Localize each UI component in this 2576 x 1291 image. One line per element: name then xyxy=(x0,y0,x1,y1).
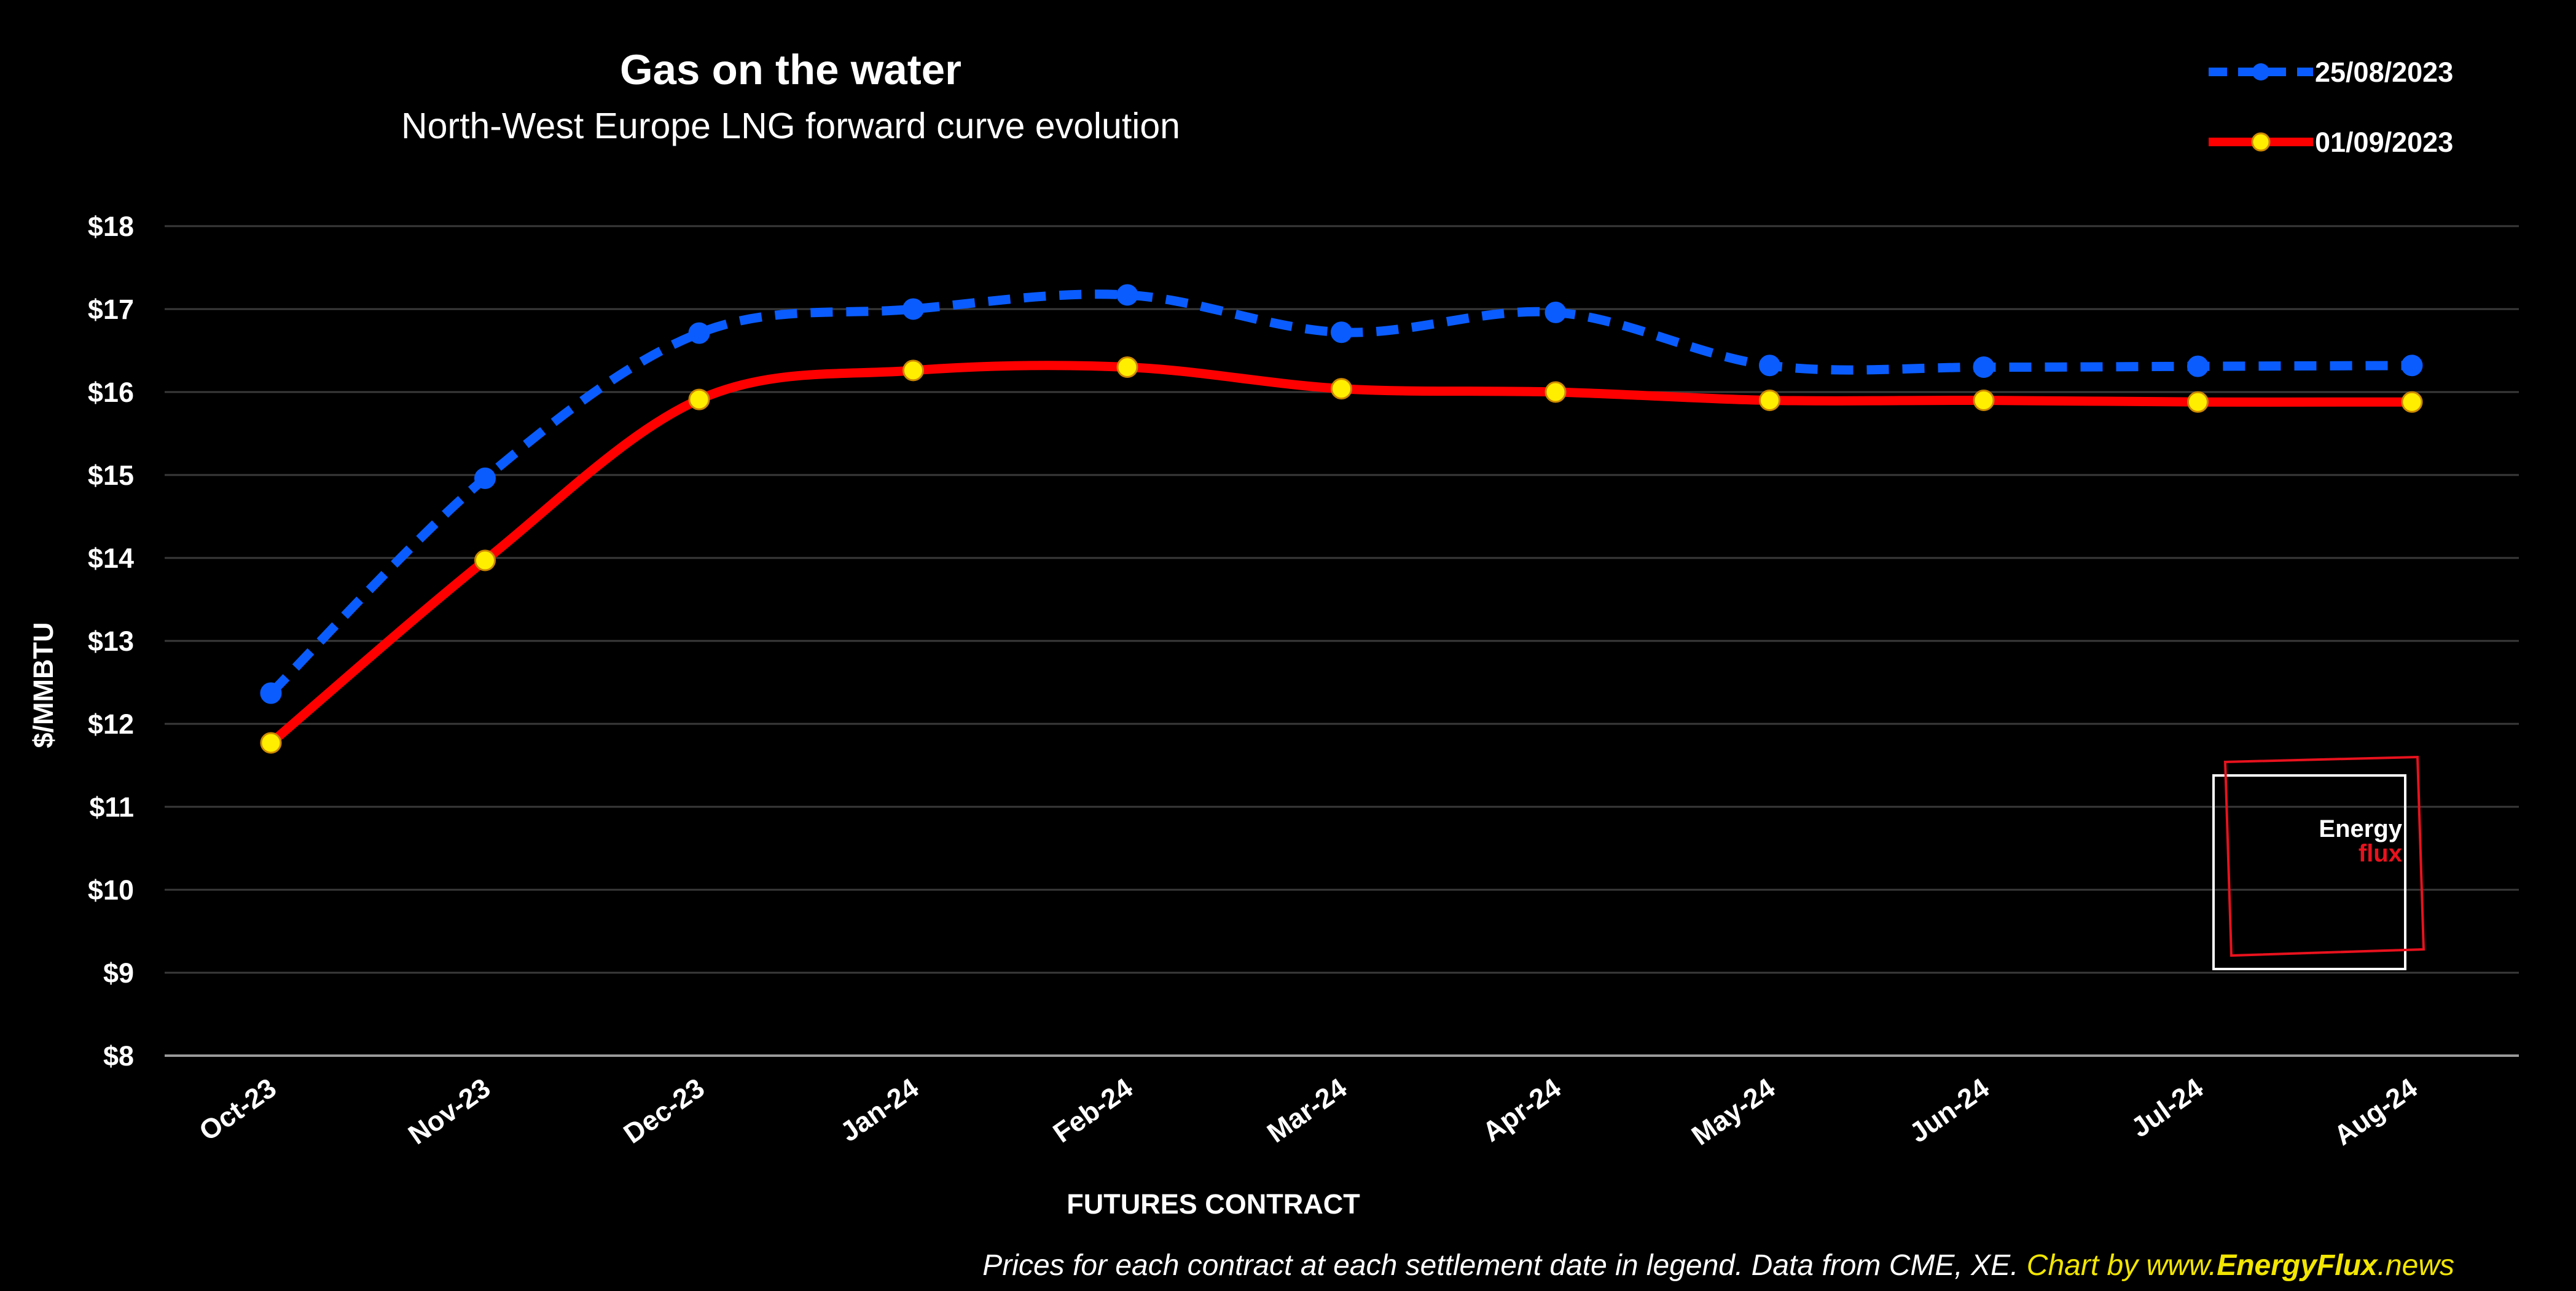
series-line-1 xyxy=(267,289,2413,697)
series-1-point-Oct-23 xyxy=(260,682,282,704)
legend-marker-series-1 xyxy=(2252,63,2269,80)
x-axis-title: FUTURES CONTRACT xyxy=(1067,1188,1360,1220)
series-2-point-Jun-24 xyxy=(1973,390,1995,411)
series-2-point-Jan-24 xyxy=(902,359,924,382)
logo-frame-white xyxy=(2212,774,2406,970)
y-tick-label: $17 xyxy=(88,294,134,325)
series-2-point-May-24 xyxy=(1759,390,1780,411)
chart-subtitle: North-West Europe LNG forward curve evol… xyxy=(401,106,1180,146)
logo-text-flux: flux xyxy=(2359,840,2402,867)
series-2-point-Dec-23 xyxy=(688,388,710,410)
series-2-point-Jul-24 xyxy=(2187,391,2209,413)
legend-label-series-2: 01/09/2023 xyxy=(2315,127,2453,158)
series-1-point-Apr-24 xyxy=(1544,301,1567,323)
y-tick-label: $10 xyxy=(88,874,134,906)
series-2-point-Aug-24 xyxy=(2401,391,2423,413)
series-1-point-Nov-23 xyxy=(474,467,496,489)
series-1-point-Aug-24 xyxy=(2401,355,2423,377)
y-axis-ticks: $8 $9 $10 $11 $12 $13 $14 $15 $16 $17 $18 xyxy=(88,211,134,1072)
y-tick-label: $14 xyxy=(88,543,134,574)
y-tick-label: $16 xyxy=(88,377,134,408)
series-2 xyxy=(260,356,2423,754)
footnote-credit-suffix: .news xyxy=(2378,1249,2454,1282)
logo-frame-red xyxy=(2223,755,2425,957)
series-2-point-Apr-24 xyxy=(1544,381,1567,403)
legend-entry-25-08-2023: 25/08/2023 xyxy=(2209,57,2453,88)
y-tick-label: $15 xyxy=(88,460,134,491)
legend-label-series-1: 25/08/2023 xyxy=(2315,57,2453,88)
y-tick-label: $9 xyxy=(103,957,134,989)
series-1-point-Jul-24 xyxy=(2187,355,2209,377)
series-1-point-Jan-24 xyxy=(902,298,924,320)
y-tick-label: $18 xyxy=(88,211,134,242)
legend-entry-01-09-2023: 01/09/2023 xyxy=(2209,127,2453,158)
legend: 25/08/2023 01/09/2023 xyxy=(2209,57,2453,158)
footnote-credit-brand: EnergyFlux xyxy=(2217,1249,2379,1282)
series-2-point-Oct-23 xyxy=(260,732,282,754)
gridlines xyxy=(165,225,2519,1057)
logo-text-energy: Energy xyxy=(2319,815,2402,842)
series-1 xyxy=(260,284,2423,704)
y-tick-label: $13 xyxy=(88,626,134,657)
y-tick-label: $8 xyxy=(103,1040,134,1072)
energyflux-logo: Energy flux xyxy=(2212,755,2425,970)
y-tick-label: $11 xyxy=(89,791,134,823)
series-line-2 xyxy=(266,361,2417,748)
footnote-credit-prefix: Chart by www. xyxy=(2027,1249,2217,1282)
series-2-point-Nov-23 xyxy=(474,549,496,571)
series-1-point-May-24 xyxy=(1759,355,1780,377)
footnote: Prices for each contract at each settlem… xyxy=(982,1249,2454,1282)
series-1-point-Dec-23 xyxy=(688,322,710,344)
y-axis-title: $/MMBTU xyxy=(28,622,59,748)
series-layer xyxy=(260,284,2423,754)
series-1-point-Mar-24 xyxy=(1331,321,1352,343)
legend-marker-series-2 xyxy=(2251,132,2271,152)
chart-title: Gas on the water xyxy=(620,46,961,93)
series-1-point-Feb-24 xyxy=(1116,284,1138,306)
footnote-main: Prices for each contract at each settlem… xyxy=(982,1249,2026,1282)
series-2-point-Mar-24 xyxy=(1331,378,1352,400)
series-2-point-Feb-24 xyxy=(1116,356,1138,378)
series-1-point-Jun-24 xyxy=(1973,356,1995,378)
y-tick-label: $12 xyxy=(88,708,134,740)
